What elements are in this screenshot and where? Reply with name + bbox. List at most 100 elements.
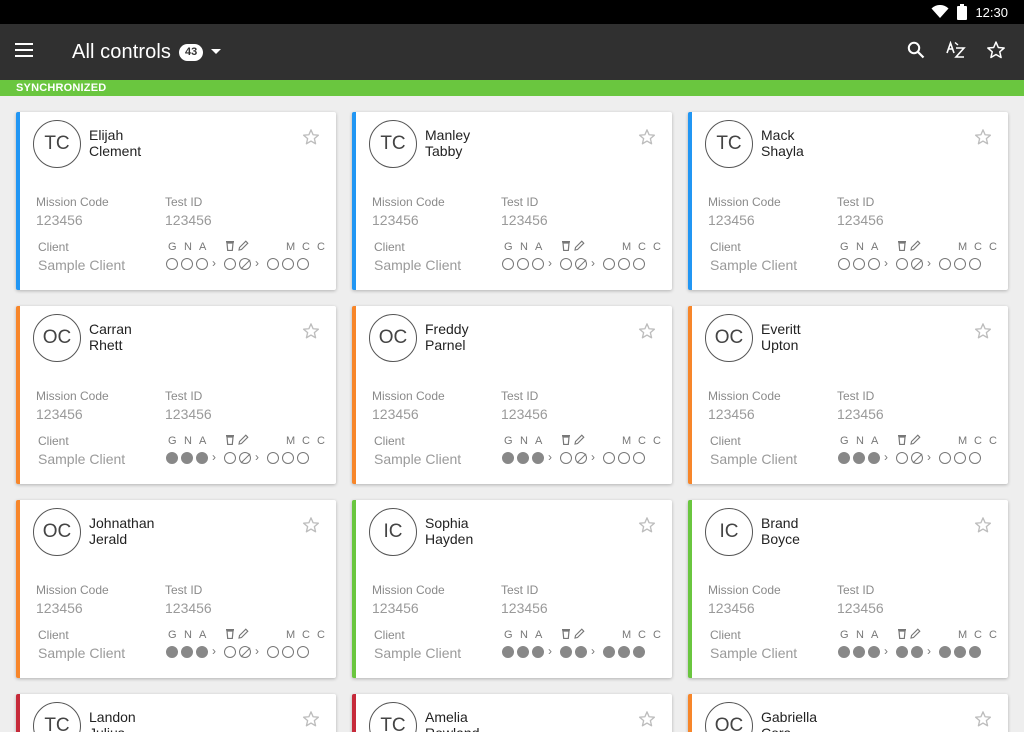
control-card[interactable]: TC Landon Julius Mission Code Test ID Cl… <box>16 694 336 732</box>
sort-button[interactable] <box>936 32 976 72</box>
step-a-label: A <box>871 435 879 447</box>
step-c2-label: C <box>989 629 997 641</box>
star-outline-icon <box>638 323 656 344</box>
test-id-value: 123456 <box>837 212 884 228</box>
step-n-label: N <box>520 435 528 447</box>
person-name: Mack Shayla <box>761 127 804 159</box>
menu-button[interactable] <box>12 40 36 64</box>
favorite-toggle[interactable] <box>302 128 322 148</box>
step-n-indicator <box>853 258 865 270</box>
avatar-initials: TC <box>716 133 742 154</box>
person-name: Manley Tabby <box>425 127 470 159</box>
pencil-icon <box>574 434 585 448</box>
control-card[interactable]: TC Manley Tabby Mission Code 123456 Test… <box>352 112 672 290</box>
pencil-icon <box>574 240 585 254</box>
control-card[interactable]: IC Brand Boyce Mission Code 123456 Test … <box>688 500 1008 678</box>
sort-az-icon <box>946 40 966 64</box>
star-outline-icon <box>986 40 1006 65</box>
favorites-button[interactable] <box>976 32 1016 72</box>
avatar: OC <box>705 314 753 362</box>
avatar-initials: TC <box>380 133 406 154</box>
star-outline-icon <box>974 517 992 538</box>
chevron-right-icon: › <box>884 256 888 270</box>
last-name: Hayden <box>425 531 474 547</box>
client-label: Client <box>38 240 69 254</box>
mission-code-value: 123456 <box>708 212 755 228</box>
control-card[interactable]: OC Everitt Upton Mission Code 123456 Tes… <box>688 306 1008 484</box>
avatar-initials: OC <box>42 521 72 542</box>
control-card[interactable]: OC Carran Rhett Mission Code 123456 Test… <box>16 306 336 484</box>
avatar: OC <box>705 702 753 732</box>
favorite-toggle[interactable] <box>302 322 322 342</box>
avatar-initials: OC <box>42 327 72 348</box>
step-g-label: G <box>504 435 513 447</box>
favorite-toggle[interactable] <box>974 710 994 730</box>
favorite-toggle[interactable] <box>638 516 658 536</box>
test-id-label: Test ID <box>837 583 875 597</box>
step-m-indicator <box>939 452 951 464</box>
client-value: Sample Client <box>374 451 462 467</box>
control-card[interactable]: TC Amelia Rowland Mission Code Test ID C… <box>352 694 672 732</box>
step-n-label: N <box>184 629 192 641</box>
favorite-toggle[interactable] <box>302 710 322 730</box>
favorite-toggle[interactable] <box>638 710 658 730</box>
mission-code-value: 123456 <box>708 600 755 616</box>
bin-icon <box>225 628 235 642</box>
caret-down-icon <box>211 49 222 55</box>
control-card[interactable]: OC Gabriella Cora Mission Code Test ID C… <box>688 694 1008 732</box>
step-m-label: M <box>622 629 632 641</box>
step-m-label: M <box>286 629 296 641</box>
favorite-toggle[interactable] <box>974 322 994 342</box>
control-card[interactable]: OC Freddy Parnel Mission Code 123456 Tes… <box>352 306 672 484</box>
favorite-toggle[interactable] <box>638 128 658 148</box>
mission-code-label: Mission Code <box>708 195 781 209</box>
mission-code-value: 123456 <box>36 600 83 616</box>
step-c1-indicator <box>282 258 294 270</box>
client-value: Sample Client <box>710 257 798 273</box>
favorite-toggle[interactable] <box>974 128 994 148</box>
avatar: TC <box>369 702 417 732</box>
control-card[interactable]: OC Johnathan Jerald Mission Code 123456 … <box>16 500 336 678</box>
step-a-label: A <box>535 629 543 641</box>
step-c1-label: C <box>638 241 646 253</box>
search-button[interactable] <box>896 32 936 72</box>
test-id-value: 123456 <box>165 212 212 228</box>
app-bar: All controls 43 <box>0 24 1024 80</box>
step-a-label: A <box>199 241 207 253</box>
test-id-label: Test ID <box>165 195 203 209</box>
control-card[interactable]: TC Elijah Clement Mission Code 123456 Te… <box>16 112 336 290</box>
client-value: Sample Client <box>710 451 798 467</box>
step-bin-indicator <box>896 452 908 464</box>
favorite-toggle[interactable] <box>974 516 994 536</box>
step-g-indicator <box>166 258 178 270</box>
test-id-label: Test ID <box>165 583 203 597</box>
favorite-toggle[interactable] <box>302 516 322 536</box>
bin-icon <box>897 240 907 254</box>
step-n-label: N <box>184 435 192 447</box>
controls-grid: TC Elijah Clement Mission Code 123456 Te… <box>16 112 1008 732</box>
first-name: Landon <box>89 709 136 725</box>
step-c2-indicator <box>633 646 645 658</box>
first-name: Sophia <box>425 515 469 531</box>
step-n-label: N <box>856 241 864 253</box>
step-c1-indicator <box>282 452 294 464</box>
step-a-label: A <box>871 241 879 253</box>
step-a-label: A <box>199 629 207 641</box>
step-edit-indicator <box>575 452 587 464</box>
step-c1-indicator <box>954 452 966 464</box>
last-name: Rhett <box>89 337 123 353</box>
step-c1-indicator <box>954 258 966 270</box>
step-c1-indicator <box>282 646 294 658</box>
step-m-indicator <box>603 258 615 270</box>
avatar-initials: IC <box>383 521 403 542</box>
star-outline-icon <box>974 129 992 150</box>
step-a-indicator <box>532 452 544 464</box>
step-c2-indicator <box>297 452 309 464</box>
controls-filter-dropdown[interactable]: All controls 43 <box>72 24 222 80</box>
test-id-label: Test ID <box>501 195 539 209</box>
control-card[interactable]: IC Sophia Hayden Mission Code 123456 Tes… <box>352 500 672 678</box>
favorite-toggle[interactable] <box>638 322 658 342</box>
control-card[interactable]: TC Mack Shayla Mission Code 123456 Test … <box>688 112 1008 290</box>
search-icon <box>907 41 925 64</box>
chevron-right-icon: › <box>548 644 552 658</box>
